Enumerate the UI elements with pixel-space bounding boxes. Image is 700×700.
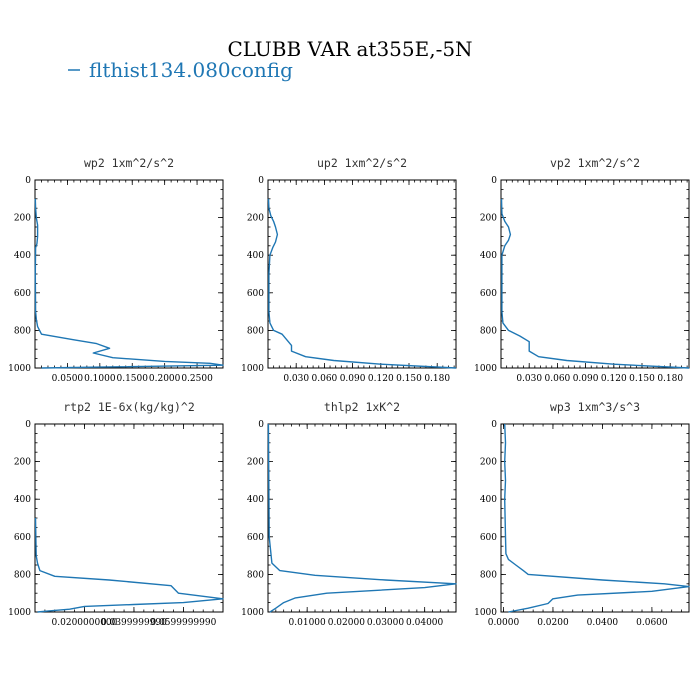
panel-3: vp2 1xm^2/s^2 0 200 400 600 800 1000 0.030 0.060… (474, 156, 690, 384)
y-tick-label: 800 (480, 570, 497, 580)
panel-4: rtp2 1E-6x(kg/kg)^2 0 200 400 600 800 1000 0.02… (8, 400, 224, 628)
y-tick-label: 400 (247, 495, 264, 505)
panel-title: vp2 1xm^2/s^2 (550, 156, 640, 170)
x-tick-label: 0.120 (601, 374, 627, 384)
y-tick-label: 200 (14, 458, 31, 468)
y-tick-label: 800 (480, 326, 497, 336)
y-tick-label: 600 (14, 533, 31, 543)
y-tick-label: 400 (14, 251, 31, 261)
y-tick-label: 1000 (474, 364, 497, 374)
y-tick-label: 0 (491, 176, 497, 186)
y-tick-label: 0 (25, 420, 31, 430)
x-tick-label: 0.03000 (367, 618, 404, 628)
x-tick-label: 0.0600 (636, 618, 668, 628)
plot-frame (34, 423, 224, 613)
plot-frame (34, 179, 224, 369)
y-tick-label: 0 (491, 420, 497, 430)
panel-5: thlp2 1xK^2 0 200 400 600 800 1000 0.01000 0.020… (241, 400, 457, 628)
y-tick-label: 1000 (8, 608, 31, 618)
x-tick-label: 0.150 (396, 374, 422, 384)
y-tick-label: 200 (480, 458, 497, 468)
figure-title: CLUBB VAR at355E,-5N (227, 37, 472, 61)
x-tick-label: 0.0200000000 (52, 618, 118, 628)
x-tick-label: 0.0200 (537, 618, 569, 628)
x-tick-label: 0.150 (629, 374, 655, 384)
y-tick-label: 600 (480, 289, 497, 299)
panel-title: rtp2 1E-6x(kg/kg)^2 (63, 400, 195, 414)
y-tick-label: 600 (247, 289, 264, 299)
series-line (500, 198, 690, 369)
y-tick-label: 200 (480, 214, 497, 224)
y-tick-label: 200 (14, 214, 31, 224)
x-tick-label: 0.030 (283, 374, 309, 384)
y-tick-label: 800 (14, 570, 31, 580)
y-tick-label: 400 (14, 495, 31, 505)
y-tick-label: 400 (480, 251, 497, 261)
panel-2: up2 1xm^2/s^2 0 200 400 600 800 1000 0.030 0.060… (241, 156, 457, 384)
y-tick-label: 800 (247, 570, 264, 580)
series-line (34, 198, 224, 369)
y-tick-label: 600 (480, 533, 497, 543)
y-tick-label: 800 (247, 326, 264, 336)
plot-frame (267, 423, 457, 613)
y-tick-label: 1000 (241, 364, 264, 374)
y-tick-label: 400 (480, 495, 497, 505)
x-tick-label: 0.0500 (52, 374, 84, 384)
x-tick-label: 0.02000 (328, 618, 365, 628)
figure-legend: flthist134.080config (68, 58, 293, 82)
y-tick-label: 800 (14, 326, 31, 336)
x-tick-label: 0.180 (657, 374, 683, 384)
x-tick-label: 0.090 (340, 374, 366, 384)
x-tick-label: 0.180 (424, 374, 450, 384)
series-line (267, 423, 457, 613)
panel-title: wp2 1xm^2/s^2 (84, 156, 174, 170)
y-tick-label: 600 (14, 289, 31, 299)
panel-title: wp3 1xm^3/s^3 (550, 400, 640, 414)
x-tick-label: 0.2000 (149, 374, 181, 384)
y-tick-label: 1000 (474, 608, 497, 618)
x-tick-label: 0.0399999990 (101, 618, 167, 628)
y-tick-label: 1000 (241, 608, 264, 618)
x-tick-label: 0.1500 (116, 374, 148, 384)
y-tick-label: 1000 (8, 364, 31, 374)
panels-grid: wp2 1xm^2/s^2 0 200 400 600 800 1000 0.0500 0.10… (8, 156, 690, 628)
y-tick-label: 200 (247, 458, 264, 468)
x-tick-label: 0.1000 (84, 374, 116, 384)
x-tick-label: 0.0000 (488, 618, 520, 628)
series-line (267, 198, 457, 369)
y-tick-label: 0 (258, 420, 264, 430)
x-tick-label: 0.0599999990 (150, 618, 216, 628)
y-tick-label: 0 (258, 176, 264, 186)
x-tick-label: 0.120 (368, 374, 394, 384)
x-tick-label: 0.04000 (406, 618, 443, 628)
panel-title: up2 1xm^2/s^2 (317, 156, 407, 170)
x-tick-label: 0.060 (312, 374, 338, 384)
y-tick-label: 200 (247, 214, 264, 224)
y-tick-label: 0 (25, 176, 31, 186)
x-tick-label: 0.060 (545, 374, 571, 384)
x-tick-label: 0.090 (573, 374, 599, 384)
panel-title: thlp2 1xK^2 (324, 400, 400, 414)
plot-frame (500, 179, 690, 369)
y-tick-label: 400 (247, 251, 264, 261)
panel-1: wp2 1xm^2/s^2 0 200 400 600 800 1000 0.0500 0.10… (8, 156, 224, 384)
legend-label: flthist134.080config (89, 58, 293, 82)
series-line (504, 423, 690, 613)
series-line (34, 517, 224, 613)
x-tick-label: 0.0400 (587, 618, 619, 628)
y-tick-label: 600 (247, 533, 264, 543)
x-tick-label: 0.2500 (181, 374, 213, 384)
x-tick-label: 0.01000 (289, 618, 326, 628)
x-tick-label: 0.030 (516, 374, 542, 384)
plot-frame (267, 179, 457, 369)
